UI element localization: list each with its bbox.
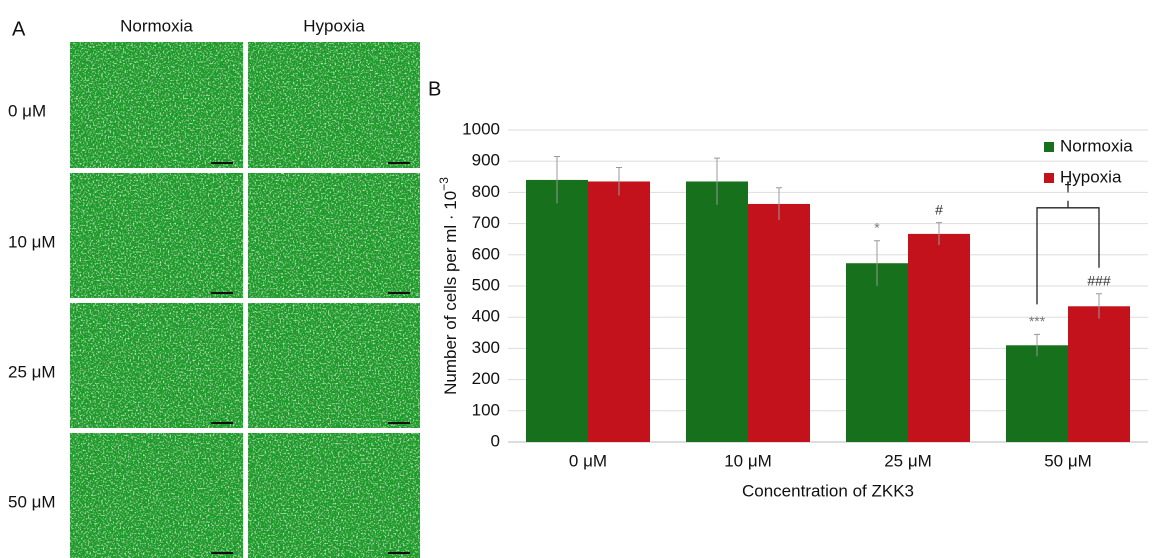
x-tick-label: 0 μM: [569, 451, 607, 470]
y-tick-label: 1000: [462, 119, 500, 138]
y-axis-label: Number of cells per ml · 10−3: [437, 177, 460, 395]
significance-label: ***: [1029, 313, 1046, 329]
micrograph: [70, 42, 243, 168]
comparison-bracket: [1036, 200, 1100, 305]
y-tick-label: 500: [472, 275, 500, 294]
error-bar: [554, 156, 560, 204]
significance-label: *: [874, 219, 880, 235]
micrograph: [70, 433, 243, 558]
legend-label: Hypoxia: [1060, 167, 1122, 186]
panel-label: A: [12, 18, 26, 40]
significance-label: #: [935, 201, 943, 217]
y-tick-label: 900: [472, 151, 500, 170]
y-tick-label: 700: [472, 213, 500, 232]
error-bar: [936, 222, 942, 246]
column-header: Normoxia: [120, 16, 193, 35]
panel-b: B 0 100 200 300 400 500 600 700 800 900 1000 Number…: [428, 78, 1148, 500]
row-label: 50 μM: [8, 492, 56, 511]
legend-label: Normoxia: [1060, 136, 1133, 155]
y-tick-label: 600: [472, 244, 500, 263]
error-bar: [1034, 333, 1040, 357]
comparison-label: †: [1064, 179, 1072, 195]
significance-label: ###: [1087, 273, 1111, 289]
x-axis-label: Concentration of ZKK3: [742, 481, 914, 500]
x-tick-label: 25 μM: [884, 451, 932, 470]
row-label: 0 μM: [8, 101, 46, 120]
micrograph: [248, 303, 420, 428]
micrograph: [70, 173, 243, 298]
x-tick-label: 10 μM: [724, 451, 772, 470]
y-tick-label: 300: [472, 338, 500, 357]
legend-swatch: [1044, 173, 1054, 183]
y-axis-label-exponent: −3: [437, 177, 451, 191]
legend-swatch: [1044, 142, 1054, 152]
y-tick-label: 800: [472, 182, 500, 201]
error-bar: [1096, 293, 1102, 319]
bar: [1006, 345, 1068, 442]
row-label: 10 μM: [8, 232, 56, 251]
error-bar: [776, 187, 782, 221]
y-tick-label: 200: [472, 369, 500, 388]
micrograph: [248, 173, 420, 298]
bar: [748, 203, 810, 442]
bar: [588, 181, 650, 443]
y-tick-label: 400: [472, 307, 500, 326]
error-bar: [616, 166, 622, 196]
micrograph: [248, 42, 420, 168]
y-tick-label: 100: [472, 400, 500, 419]
bar: [686, 181, 748, 443]
micrograph: [70, 303, 243, 428]
y-tick-label: 0: [491, 431, 500, 450]
bar: [526, 179, 588, 443]
column-header: Hypoxia: [303, 16, 365, 35]
error-bar: [874, 240, 880, 286]
y-axis-label-text: Number of cells per ml · 10: [441, 191, 460, 395]
panel-a: A Normoxia Hypoxia 0 μM 10 μM 25 μM 50 μM: [8, 16, 420, 558]
bar: [1068, 306, 1130, 442]
row-label: 25 μM: [8, 362, 56, 381]
x-tick-label: 50 μM: [1044, 451, 1092, 470]
bar: [908, 233, 970, 442]
bar: [846, 263, 908, 442]
error-bar: [714, 157, 720, 205]
micrograph: [248, 433, 420, 558]
panel-label: B: [428, 78, 441, 100]
